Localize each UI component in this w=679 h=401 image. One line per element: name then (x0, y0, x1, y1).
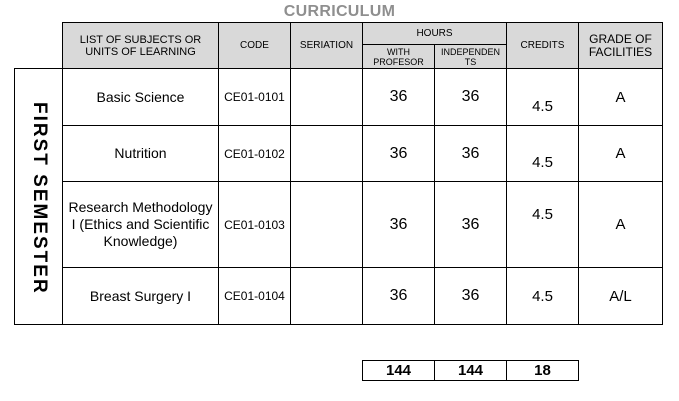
table-row-independent: 36 (434, 267, 507, 325)
header-subjects: LIST OF SUBJECTS OR UNITS OF LEARNING (62, 22, 219, 69)
table-row-seriation (290, 267, 363, 325)
total-independent: 144 (434, 360, 507, 381)
table-row-independent: 36 (434, 181, 507, 268)
table-row-seriation (290, 181, 363, 268)
table-row-code: CE01-0104 (218, 267, 291, 325)
table-row-grade: A (578, 181, 663, 268)
table-row-credits: 4.5 (506, 125, 579, 182)
table-row-with-professor: 36 (362, 68, 435, 126)
header-grade: GRADE OF FACILITIES (578, 22, 663, 69)
table-row-with-professor: 36 (362, 181, 435, 268)
table-row-grade: A/L (578, 267, 663, 325)
table-row-with-professor: 36 (362, 267, 435, 325)
table-row-code: CE01-0101 (218, 68, 291, 126)
table-row-credits: 4.5 (506, 68, 579, 126)
table-row-credits: 4.5 (506, 181, 579, 268)
table-row-code: CE01-0102 (218, 125, 291, 182)
table-row-subject: Research Methodology I (Ethics and Scien… (62, 181, 219, 268)
total-credits: 18 (506, 360, 579, 381)
header-independents: INDEPENDEN TS (434, 44, 507, 69)
table-row-subject: Breast Surgery I (62, 267, 219, 325)
total-with-professor: 144 (362, 360, 435, 381)
semester-text: FIRST SEMESTER (28, 101, 50, 295)
table-row-grade: A (578, 125, 663, 182)
table-row-independent: 36 (434, 125, 507, 182)
table-row-seriation (290, 68, 363, 126)
header-hours: HOURS (362, 22, 507, 45)
header-seriation: SERIATION (290, 22, 363, 69)
header-credits: CREDITS (506, 22, 579, 69)
page-title: CURRICULUM (283, 3, 396, 20)
table-row-seriation (290, 125, 363, 182)
table-row-with-professor: 36 (362, 125, 435, 182)
table-row-code: CE01-0103 (218, 181, 291, 268)
header-with-professor: WITH PROFESOR (362, 44, 435, 69)
table-row-subject: Basic Science (62, 68, 219, 126)
table-row-subject: Nutrition (62, 125, 219, 182)
table-row-credits: 4.5 (506, 267, 579, 325)
header-code: CODE (218, 22, 291, 69)
table-row-grade: A (578, 68, 663, 126)
semester-label: FIRST SEMESTER (14, 68, 63, 325)
table-row-independent: 36 (434, 68, 507, 126)
